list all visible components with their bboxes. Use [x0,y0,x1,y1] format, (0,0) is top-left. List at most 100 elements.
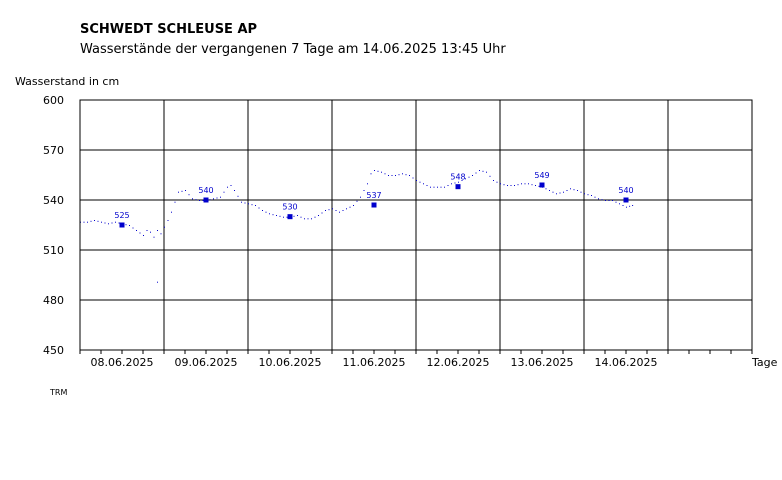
series-point [146,230,148,231]
y-tick-label: 600 [43,94,64,107]
series-point [437,186,438,188]
series-point [188,194,190,196]
series-point [185,190,186,191]
series-point [475,172,477,174]
series-point [549,190,550,191]
series-point [419,181,421,183]
series-point [381,171,382,173]
series-point [269,213,270,215]
series-point [524,183,526,185]
x-tick-label: 12.06.2025 [427,356,490,369]
series-point [241,201,242,203]
series-point [293,215,295,217]
series-point [297,215,298,216]
series-point [83,221,85,223]
y-tick-label: 450 [43,344,64,357]
series-point [346,208,347,210]
series-point [629,205,631,207]
series-point [503,184,505,186]
series-point [626,206,627,208]
series-point [181,190,183,192]
series-point [129,225,130,226]
series-point [279,215,281,217]
series-point [458,181,459,183]
series-point [447,185,449,186]
series-point [489,175,491,177]
x-tick-label: 09.06.2025 [175,356,238,369]
series-point [619,203,620,205]
series-point [444,186,445,188]
series-point [370,173,372,175]
series-point [262,210,263,211]
series-point [598,198,599,200]
series-point [367,183,368,185]
footer-code: TRM [49,388,67,397]
series-point [433,186,435,188]
annotation-marker [623,197,629,203]
series-point [591,195,592,196]
series-point [573,189,575,191]
series-point [244,202,246,204]
series-point [374,170,375,171]
series-point [332,208,333,210]
series-point [521,183,522,185]
x-tick-label: 11.06.2025 [343,356,406,369]
series-point [286,216,288,218]
series-point [608,200,610,201]
series-point [342,210,344,211]
annotation-marker [455,184,461,190]
annotation-label: 537 [366,191,381,200]
series-point [538,185,540,187]
series-point [178,191,179,193]
series-point [545,188,547,190]
series-point [202,200,204,201]
x-tick-labels: 08.06.2025 09.06.2025 10.06.2025 11.06.2025… [91,356,658,369]
series-point [87,221,88,223]
series-point [584,193,585,195]
series-point [251,204,253,206]
series-point [150,231,151,233]
series-point [209,199,211,201]
series-point [265,211,267,213]
series-point [164,226,165,228]
series-point [139,232,141,234]
series-point [321,212,323,214]
series-point [363,190,365,191]
series-point [465,178,466,180]
series-point [234,190,235,191]
series-point [160,233,162,235]
annotation-marker [539,182,545,188]
y-tick-label: 570 [43,144,64,157]
series-point [136,230,137,231]
series-point [500,183,501,185]
series-point [566,190,568,191]
series-point [258,207,260,209]
series-point [97,220,99,222]
series-point [472,175,473,176]
series-point [115,221,116,223]
series-point [496,181,498,183]
series-point [615,201,617,203]
annotation-label: 540 [618,186,633,195]
series-point [405,174,407,176]
series-point [440,186,442,188]
series-point [356,200,358,202]
series-point [570,188,571,190]
series-point [423,183,424,185]
series-point [230,185,232,186]
series-point [377,170,379,172]
plot-frame [79,99,753,351]
daily-annotations: 525 540 530 537 548 549 540 [114,171,634,228]
annotation-marker [287,214,293,220]
series-point [454,182,456,184]
series-point [174,201,176,203]
x-tick-label: 14.06.2025 [595,356,658,369]
series-point [216,197,218,199]
y-tick-label: 510 [43,244,64,257]
y-axis-label: Wasserstand in cm [15,75,119,88]
annotation-label: 549 [534,171,549,180]
x-tick-label: 13.06.2025 [511,356,574,369]
series-point [325,210,326,211]
series-point [220,196,221,198]
